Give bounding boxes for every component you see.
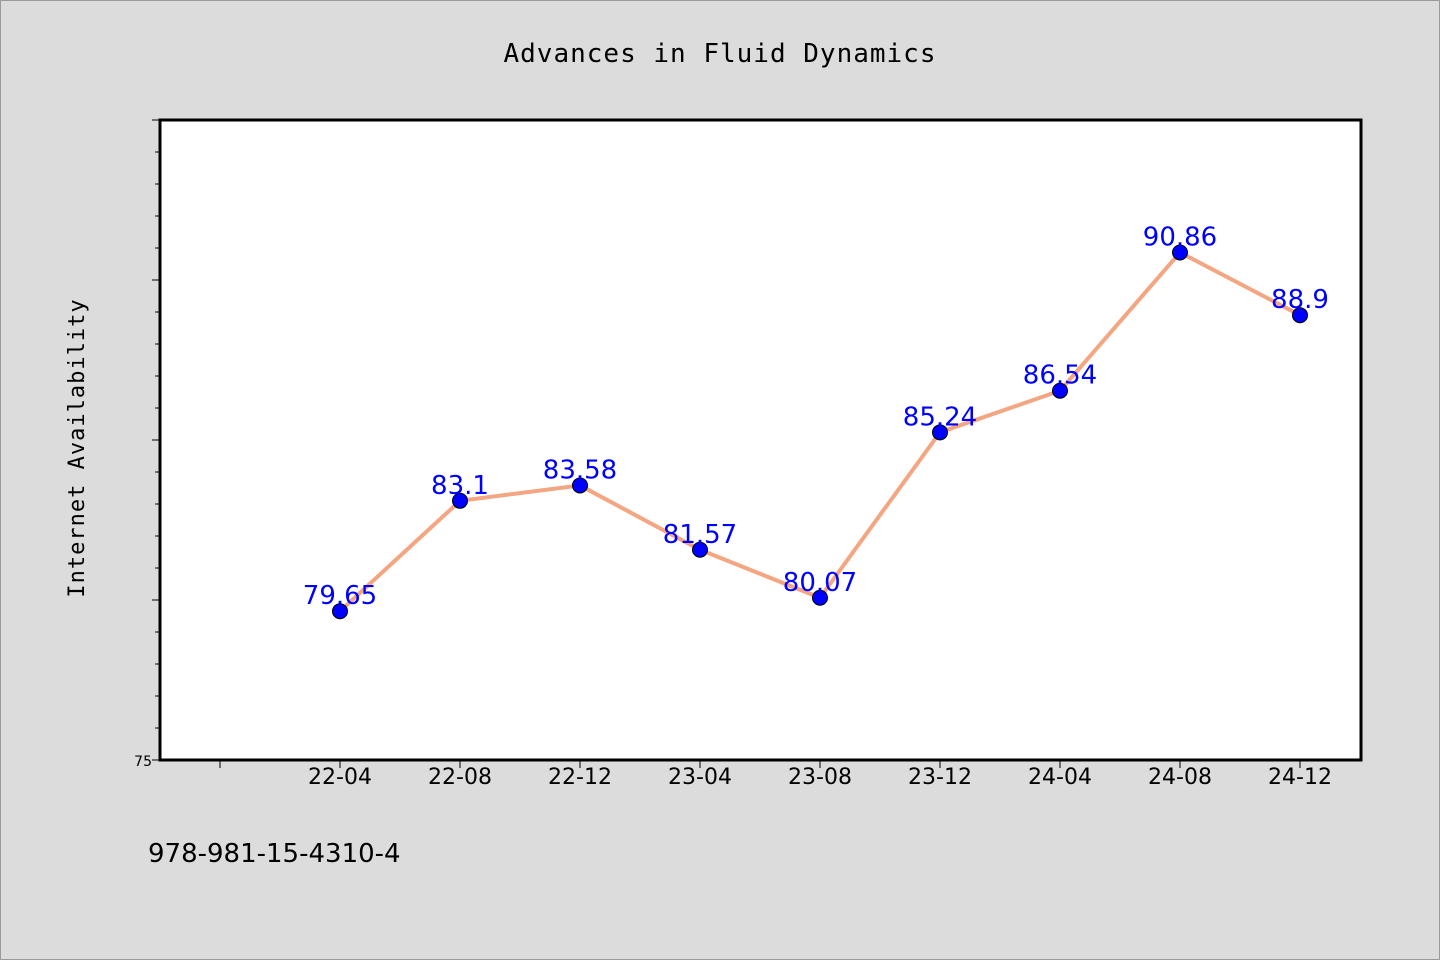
data-point-22-04 (332, 603, 348, 620)
data-point-24-12 (1292, 307, 1308, 324)
data-point-22-08 (452, 492, 468, 509)
x-tick-label-22-12: 22-12 (548, 765, 612, 790)
plot-area (158, 118, 1363, 762)
y-tick-label-75: 75 (134, 754, 152, 770)
data-point-24-04 (1052, 382, 1068, 399)
data-label-23-08: 80.07 (783, 568, 857, 598)
x-tick-label-24-08: 24-08 (1148, 765, 1212, 790)
x-tick-label-23-12: 23-12 (908, 765, 972, 790)
data-point-23-08 (812, 589, 828, 606)
data-point-24-08 (1172, 244, 1188, 261)
data-label-24-12: 88.9 (1271, 285, 1329, 315)
y-axis-label: Internet Availability (65, 298, 90, 597)
x-tick-label-23-04: 23-04 (668, 765, 732, 790)
markers-layer (332, 244, 1308, 620)
axis-ticks: 22-04 22-08 22-12 23-04 23-08 23-12 24-04 24-08… (152, 119, 1332, 790)
x-tick-label-23-08: 23-08 (788, 765, 852, 790)
data-label-22-04: 79.65 (303, 581, 377, 611)
x-tick-label-24-12: 24-12 (1268, 765, 1332, 790)
data-label-22-12: 83.58 (543, 455, 617, 485)
x-tick-label-22-04: 22-04 (308, 765, 372, 790)
x-tick-label-24-04: 24-04 (1028, 765, 1092, 790)
data-point-23-04 (692, 541, 708, 558)
isbn-footer: 978-981-15-4310-4 (148, 839, 401, 869)
data-point-23-12 (932, 424, 948, 441)
x-tick-label-22-08: 22-08 (428, 765, 492, 790)
data-point-22-12 (572, 477, 588, 494)
data-label-22-08: 83.1 (431, 471, 489, 501)
data-label-23-12: 85.24 (903, 402, 977, 432)
data-labels-layer: 79.65 83.1 83.58 81.57 80.07 85.24 86.54 90.86 8… (303, 222, 1329, 611)
chart-title: Advances in Fluid Dynamics (504, 39, 937, 69)
data-label-24-04: 86.54 (1023, 361, 1097, 391)
data-label-24-08: 90.86 (1143, 222, 1217, 252)
data-label-23-04: 81.57 (663, 520, 737, 550)
